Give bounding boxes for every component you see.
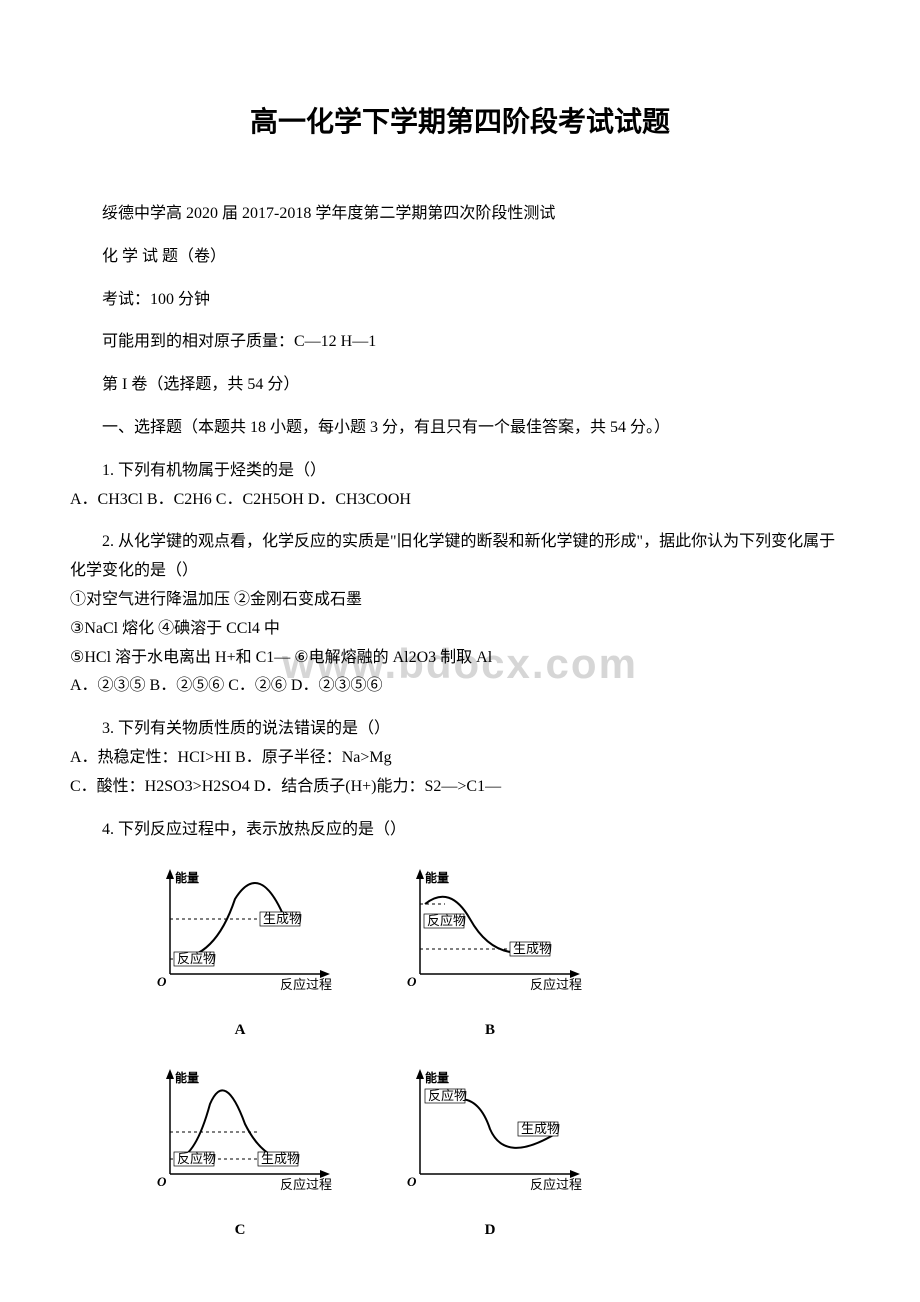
page-title: 高一化学下学期第四阶段考试试题: [70, 100, 850, 140]
svg-text:生成物: 生成物: [263, 911, 302, 926]
q3-stem: 3. 下列有关物质性质的说法错误的是（）: [70, 715, 850, 744]
svg-text:能量: 能量: [175, 870, 199, 885]
header-line-4: 可能用到的相对原子质量：C—12 H—1: [70, 328, 850, 357]
diagram-b-label: B: [390, 1017, 590, 1044]
question-3: 3. 下列有关物质性质的说法错误的是（） A．热稳定性：HCI>HI B．原子半…: [70, 715, 850, 801]
diagram-c: 能量 反应过程 O 反应物 生成物: [140, 1054, 340, 1204]
svg-text:能量: 能量: [425, 1070, 449, 1085]
header-line-5: 第 I 卷（选择题，共 54 分）: [70, 371, 850, 400]
q2-stem: 2. 从化学键的观点看，化学反应的实质是"旧化学键的断裂和新化学键的形成"，据此…: [70, 528, 850, 586]
q1-stem: 1. 下列有机物属于烃类的是（）: [70, 457, 850, 486]
q4-stem: 4. 下列反应过程中，表示放热反应的是（）: [70, 816, 850, 845]
svg-text:反应过程: 反应过程: [530, 1177, 582, 1192]
svg-text:反应物: 反应物: [177, 1151, 216, 1166]
question-1: 1. 下列有机物属于烃类的是（） A．CH3Cl B．C2H6 C．C2H5OH…: [70, 457, 850, 515]
svg-text:反应物: 反应物: [427, 913, 466, 928]
diagram-row-1: 能量 反应过程 O 反应物 生成物 A: [140, 854, 850, 1044]
diagram-b: 能量 反应过程 O 反应物 生成物: [390, 854, 590, 1004]
svg-text:能量: 能量: [425, 870, 449, 885]
question-4: 4. 下列反应过程中，表示放热反应的是（） 能量 反应过程 O 反应物: [70, 816, 850, 1244]
svg-text:生成物: 生成物: [513, 941, 552, 956]
svg-text:反应过程: 反应过程: [530, 977, 582, 992]
q1-options: A．CH3Cl B．C2H6 C．C2H5OH D．CH3COOH: [70, 486, 850, 515]
q3-line1: A．热稳定性：HCI>HI B．原子半径：Na>Mg: [70, 744, 850, 773]
q2-line3: ⑤HCl 溶于水电离出 H+和 C1— ⑥电解熔融的 Al2O3 制取 Al: [70, 644, 850, 673]
svg-text:反应物: 反应物: [177, 951, 216, 966]
diagram-b-container: 能量 反应过程 O 反应物 生成物 B: [390, 854, 590, 1044]
svg-text:O: O: [407, 1174, 417, 1189]
q3-line2: C．酸性：H2SO3>H2SO4 D．结合质子(H+)能力：S2—>C1—: [70, 773, 850, 802]
q2-line2: ③NaCl 熔化 ④碘溶于 CCl4 中: [70, 615, 850, 644]
question-2: 2. 从化学键的观点看，化学反应的实质是"旧化学键的断裂和新化学键的形成"，据此…: [70, 528, 850, 701]
diagram-a: 能量 反应过程 O 反应物 生成物: [140, 854, 340, 1004]
header-line-3: 考试：100 分钟: [70, 286, 850, 315]
diagram-d-container: 能量 反应过程 O 反应物 生成物 D: [390, 1054, 590, 1244]
diagram-c-container: 能量 反应过程 O 反应物 生成物 C: [140, 1054, 340, 1244]
svg-text:反应过程: 反应过程: [280, 1177, 332, 1192]
diagram-d: 能量 反应过程 O 反应物 生成物: [390, 1054, 590, 1204]
svg-text:生成物: 生成物: [521, 1121, 560, 1136]
svg-text:能量: 能量: [175, 1070, 199, 1085]
svg-text:反应过程: 反应过程: [280, 977, 332, 992]
svg-text:O: O: [407, 974, 417, 989]
diagram-row-2: 能量 反应过程 O 反应物 生成物 C: [140, 1054, 850, 1244]
q2-line1: ①对空气进行降温加压 ②金刚石变成石墨: [70, 586, 850, 615]
diagram-a-label: A: [140, 1017, 340, 1044]
header-line-2: 化 学 试 题（卷）: [70, 243, 850, 272]
svg-text:反应物: 反应物: [428, 1088, 467, 1103]
header-line-1: 绥德中学高 2020 届 2017-2018 学年度第二学期第四次阶段性测试: [70, 200, 850, 229]
diagram-d-label: D: [390, 1217, 590, 1244]
diagram-a-container: 能量 反应过程 O 反应物 生成物 A: [140, 854, 340, 1044]
svg-text:O: O: [157, 1174, 167, 1189]
svg-text:O: O: [157, 974, 167, 989]
header-line-6: 一、选择题（本题共 18 小题，每小题 3 分，有且只有一个最佳答案，共 54 …: [70, 414, 850, 443]
svg-text:生成物: 生成物: [261, 1151, 300, 1166]
diagram-c-label: C: [140, 1217, 340, 1244]
q2-options: A．②③⑤ B．②⑤⑥ C．②⑥ D．②③⑤⑥: [70, 672, 850, 701]
document-content: 高一化学下学期第四阶段考试试题 绥德中学高 2020 届 2017-2018 学…: [70, 100, 850, 1244]
